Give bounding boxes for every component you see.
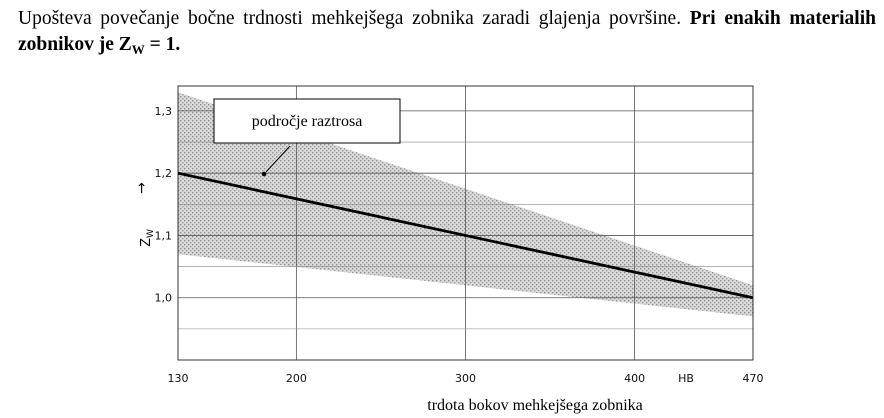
callout-leader	[265, 145, 291, 173]
y-axis-arrow: →	[134, 182, 150, 194]
intro-bold-text: Pri enakih materialih zobnikov je ZW = 1…	[18, 8, 876, 57]
x-tick-label-4: 470	[743, 372, 764, 385]
intro-bold-pre: Pri enakih materialih zobnikov je Z	[18, 8, 876, 55]
y-axis-symbol-sub: W	[146, 229, 156, 238]
zw-series-line-0	[177, 171, 754, 300]
x-unit-label: HB	[678, 372, 694, 385]
intro-paragraph: Upošteva povečanje bočne trdnosti mehkej…	[18, 6, 876, 58]
y-axis-symbol: ZW	[139, 229, 156, 247]
y-tick-label-3: 1,3	[155, 105, 173, 118]
callout-leader-dot	[261, 171, 267, 177]
y-tick-label-2: 1,2	[155, 167, 173, 180]
intro-plain-text: Upošteva povečanje bočne trdnosti mehkej…	[18, 8, 690, 29]
callout-label: področje raztrosa	[252, 113, 363, 130]
y-axis-symbol-main: Z	[139, 238, 154, 247]
x-tick-label-1: 200	[286, 372, 307, 385]
x-tick-label-2: 300	[455, 372, 476, 385]
x-tick-label-3: 400	[624, 372, 645, 385]
scatter-band-callout: področje raztrosa	[213, 98, 401, 177]
intro-bold-post: = 1.	[144, 34, 181, 55]
y-axis-label: → ZW	[134, 182, 156, 247]
intro-subscript: W	[131, 42, 145, 57]
y-tick-label-0: 1,0	[155, 292, 173, 305]
callout-box	[213, 98, 401, 144]
y-tick-label-1: 1,1	[155, 229, 173, 242]
x-tick-label-0: 130	[168, 372, 189, 385]
plot-frame	[177, 85, 754, 361]
x-axis-caption: trdota bokov mehkejšega zobnika	[427, 397, 643, 414]
